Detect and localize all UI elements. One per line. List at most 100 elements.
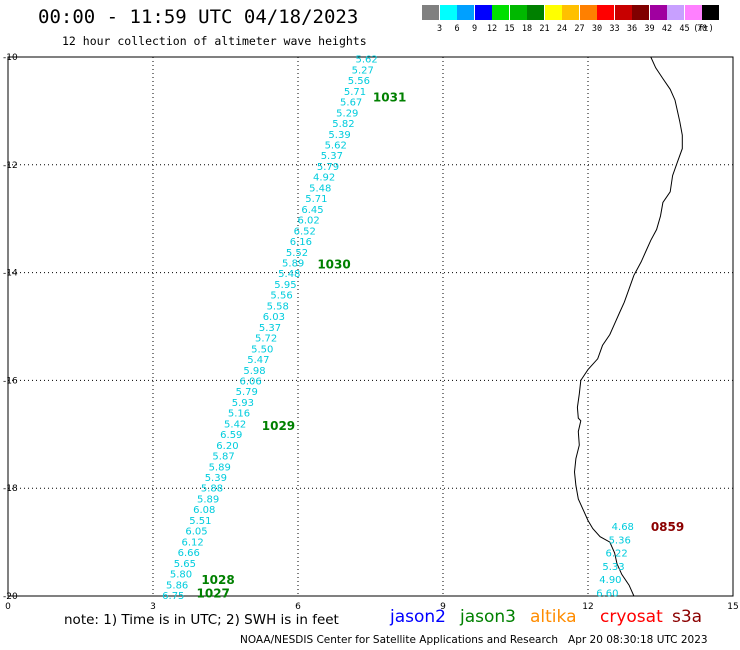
legend-label: 30: [591, 24, 603, 34]
legend-label: 15: [504, 24, 515, 34]
wave-height-value: 4.68: [612, 522, 634, 533]
y-tick-label: -16: [3, 376, 18, 386]
x-tick-label: 15: [727, 602, 738, 612]
legend-swatch: [562, 5, 579, 20]
pass-time-label: 1031: [373, 90, 406, 104]
wave-height-value: 5.82: [332, 119, 354, 130]
satellite-s3a: s3a: [672, 607, 703, 627]
y-tick-label: -12: [3, 161, 18, 171]
legend-swatch: [632, 5, 649, 20]
legend-label: 27: [574, 24, 585, 34]
wave-height-value: 5.37: [259, 323, 281, 334]
y-tick-label: -18: [3, 484, 18, 494]
wave-height-value: 6.52: [294, 226, 316, 237]
wave-height-value: 5.37: [321, 151, 343, 162]
legend-label: 3: [436, 24, 443, 34]
wave-height-value: 6.60: [596, 588, 618, 599]
wave-height-value: 6.16: [290, 237, 312, 248]
satellite-altika: altika: [530, 607, 577, 627]
wave-height-value: 5.87: [212, 452, 234, 463]
wave-height-value: 6.20: [216, 441, 238, 452]
chart-subtitle: 12 hour collection of altimeter wave hei…: [62, 34, 367, 48]
wave-height-value: 5.42: [224, 419, 246, 430]
legend-label: 45: [679, 24, 690, 34]
wave-height-value: 5.62: [325, 141, 347, 152]
wave-height-value: 6.05: [185, 527, 207, 538]
legend-label: 18: [521, 24, 533, 34]
wave-height-value: 5.89: [209, 462, 231, 473]
legend-swatch: [422, 5, 439, 20]
satellite-jason3: jason3: [460, 607, 516, 627]
wave-height-value: 6.06: [240, 376, 262, 387]
legend-label: 12: [486, 24, 498, 34]
satellite-jason2: jason2: [390, 607, 446, 627]
wave-height-value: 5.72: [255, 334, 277, 345]
y-tick-label: -10: [3, 53, 18, 63]
wave-height-value: 6.75: [162, 591, 184, 602]
y-tick-label: -20: [3, 592, 18, 602]
wave-height-value: 5.33: [602, 562, 624, 573]
legend-label: 42: [661, 24, 673, 34]
wave-height-value: 5.98: [243, 366, 265, 377]
pass-time-label: 1029: [262, 419, 295, 433]
legend-swatch: [614, 5, 632, 20]
legend-swatch: [457, 5, 474, 20]
x-tick-label: 0: [5, 602, 11, 612]
wave-height-value: 5.36: [609, 535, 631, 546]
wave-height-value: 5.67: [340, 98, 362, 109]
wave-height-value: 5.39: [328, 130, 350, 141]
legend-swatch: [702, 5, 719, 20]
attribution-footer: NOAA/NESDIS Center for Satellite Applica…: [240, 634, 708, 646]
legend-swatch: [684, 5, 702, 20]
footnote: note: 1) Time is in UTC; 2) SWH is in fe…: [64, 612, 339, 628]
wave-height-value: 6.03: [263, 312, 285, 323]
legend-swatch: [509, 5, 527, 20]
legend-label: 33: [609, 24, 620, 34]
pass-time-label: 1028: [201, 573, 234, 587]
wave-height-value: 4.92: [313, 173, 335, 184]
legend-swatch: [527, 5, 544, 20]
plot-frame: [7, 56, 734, 597]
wave-height-value: 5.48: [278, 269, 300, 280]
x-tick-label: 6: [295, 602, 301, 612]
wave-height-value: 6.45: [301, 205, 323, 216]
chart-title: 00:00 - 11:59 UTC 04/18/2023: [38, 6, 359, 28]
wave-height-value: 5.89: [197, 494, 219, 505]
wave-height-value: 5.88: [201, 484, 223, 495]
wave-height-value: 5.16: [228, 409, 250, 420]
legend-swatch: [544, 5, 562, 20]
legend-swatch: [439, 5, 457, 20]
wave-height-value: 5.62: [356, 55, 378, 66]
wave-height-value: 5.56: [348, 76, 370, 87]
legend-swatch: [667, 5, 684, 20]
satellite-cryosat: cryosat: [600, 607, 663, 627]
wave-height-value: 5.48: [309, 183, 331, 194]
x-tick-label: 3: [150, 602, 156, 612]
pass-time-label: 1030: [317, 258, 350, 272]
legend-label: 36: [626, 24, 638, 34]
wave-height-value: 5.27: [352, 65, 374, 76]
legend-label: 6: [454, 24, 460, 34]
wave-height-value: 5.71: [344, 87, 366, 98]
wave-height-value: 5.50: [251, 344, 273, 355]
wave-height-value: 5.47: [247, 355, 269, 366]
legend-swatch: [597, 5, 614, 20]
x-tick-label: 9: [440, 602, 446, 612]
wave-height-value: 5.65: [174, 559, 196, 570]
wave-height-value: 6.02: [298, 216, 320, 227]
wave-height-value: 5.93: [232, 398, 254, 409]
wave-height-value: 6.12: [182, 537, 204, 548]
legend-label: 21: [539, 24, 550, 34]
wave-height-value: 5.80: [170, 570, 192, 581]
wave-height-value: 6.22: [605, 549, 627, 560]
legend-swatch: [649, 5, 667, 20]
wave-height-value: 6.08: [193, 505, 215, 516]
wave-height-value: 5.86: [166, 580, 188, 591]
legend-label: 70: [696, 24, 708, 34]
legend-swatch: [474, 5, 492, 20]
legend-swatch: [492, 5, 509, 20]
coastline: [573, 56, 683, 597]
wave-height-value: 5.51: [189, 516, 211, 527]
wave-height-value: 5.56: [270, 291, 292, 302]
